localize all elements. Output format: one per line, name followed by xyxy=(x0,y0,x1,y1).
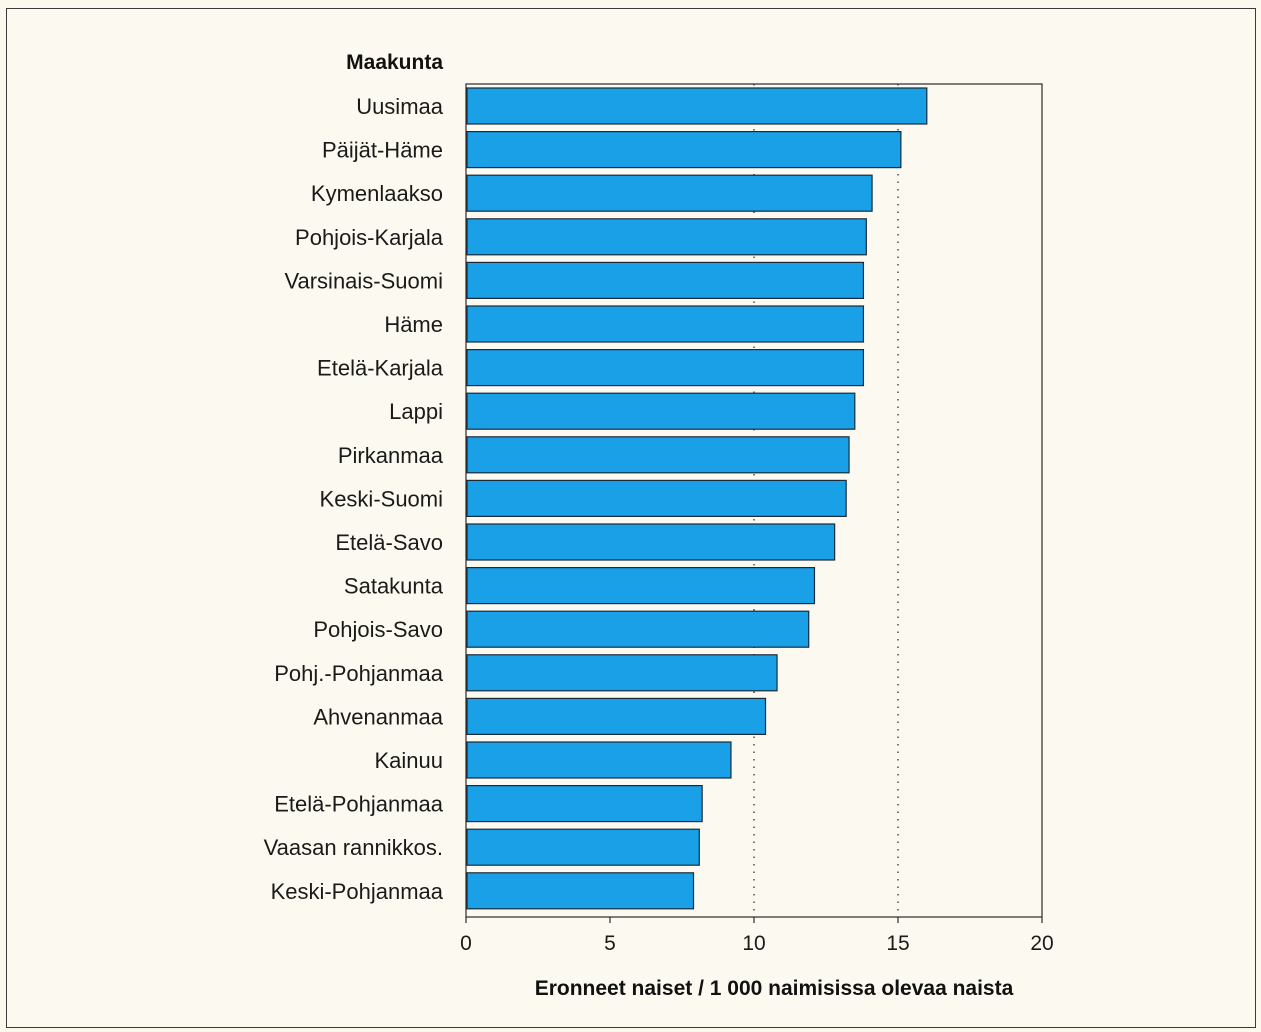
bar-5 xyxy=(466,305,865,343)
category-label: Ahvenanmaa xyxy=(313,704,443,729)
category-label: Pirkanmaa xyxy=(338,443,444,468)
bar-13 xyxy=(466,654,778,692)
bar-10 xyxy=(466,523,836,561)
x-tick-label: 15 xyxy=(886,932,909,955)
category-label: Vaasan rannikkos. xyxy=(264,835,443,860)
category-label: Päijät-Häme xyxy=(322,138,443,163)
category-label: Pohjois-Karjala xyxy=(295,225,444,250)
bar-2 xyxy=(466,174,873,212)
x-axis-ticks: 0 5 10 15 20 xyxy=(460,917,1054,955)
bar-17 xyxy=(466,828,700,866)
bar-0 xyxy=(466,87,928,125)
bar-12 xyxy=(466,610,810,648)
category-label: Etelä-Savo xyxy=(335,530,443,555)
category-label: Uusimaa xyxy=(356,94,444,119)
bar-3 xyxy=(466,218,867,256)
x-axis-title: Eronneet naiset / 1 000 naimisissa oleva… xyxy=(535,977,1014,1000)
bar-9 xyxy=(466,479,847,517)
x-tick-label: 20 xyxy=(1030,932,1053,955)
bar-18 xyxy=(466,872,695,910)
bar-chart: Uusimaa Päijät-Häme Kymenlaakso Pohjois-Kar… xyxy=(264,51,1054,1000)
bars-layer xyxy=(466,87,928,910)
x-tick-label: 0 xyxy=(460,932,472,955)
chart-frame: Uusimaa Päijät-Häme Kymenlaakso Pohjois-Kar… xyxy=(6,8,1256,1028)
category-labels: Uusimaa Päijät-Häme Kymenlaakso Pohjois-Kar… xyxy=(264,94,444,904)
category-label: Varsinais-Suomi xyxy=(284,268,443,293)
category-axis-title: Maakunta xyxy=(346,51,443,74)
x-tick-label: 5 xyxy=(604,932,616,955)
category-label: Etelä-Karjala xyxy=(317,356,444,381)
bar-11 xyxy=(466,566,816,605)
x-tick-label: 10 xyxy=(742,932,765,955)
category-label: Pohj.-Pohjanmaa xyxy=(274,661,444,686)
bar-7 xyxy=(466,392,856,430)
category-label: Pohjois-Savo xyxy=(313,617,443,642)
bar-16 xyxy=(466,784,703,823)
category-label: Etelä-Pohjanmaa xyxy=(274,792,444,817)
bar-14 xyxy=(466,697,767,736)
category-label: Lappi xyxy=(389,399,443,424)
category-label: Keski-Suomi xyxy=(320,486,443,511)
bar-1 xyxy=(466,130,902,169)
category-label: Keski-Pohjanmaa xyxy=(271,879,444,904)
bar-8 xyxy=(466,436,850,474)
bar-6 xyxy=(466,349,865,387)
category-label: Häme xyxy=(384,312,443,337)
bar-15 xyxy=(466,741,732,779)
category-label: Satakunta xyxy=(344,574,444,599)
category-label: Kymenlaakso xyxy=(311,181,443,206)
bar-4 xyxy=(466,261,865,299)
category-label: Kainuu xyxy=(374,748,443,773)
